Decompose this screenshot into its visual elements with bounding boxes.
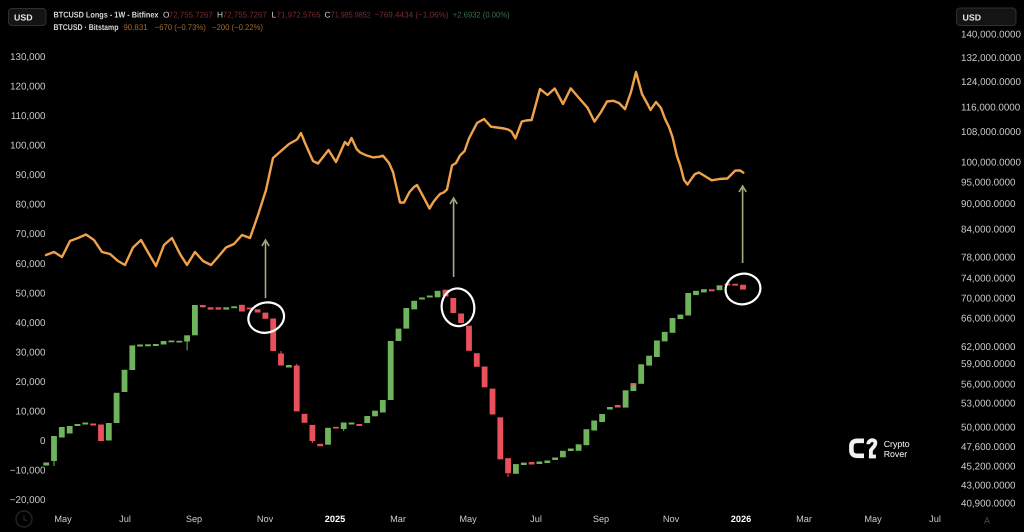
svg-text:84,000.0000: 84,000.0000 [961, 224, 1016, 235]
svg-text:71,985.9852: 71,985.9852 [331, 10, 371, 20]
svg-text:2026: 2026 [731, 514, 751, 524]
svg-text:Sep: Sep [186, 514, 202, 524]
svg-text:108,000.0000: 108,000.0000 [961, 127, 1021, 138]
svg-text:100,000: 100,000 [10, 141, 46, 152]
svg-text:BTCUSD · Bitstamp: BTCUSD · Bitstamp [54, 22, 119, 32]
svg-text:72,755.7267: 72,755.7267 [169, 10, 213, 20]
svg-text:USD: USD [963, 12, 982, 22]
svg-text:−10,000: −10,000 [10, 466, 46, 477]
svg-text:66,000.0000: 66,000.0000 [961, 313, 1016, 324]
svg-text:30,000: 30,000 [16, 347, 47, 358]
svg-text:Nov: Nov [663, 514, 680, 524]
svg-text:20,000: 20,000 [16, 377, 47, 388]
svg-text:47,600.0000: 47,600.0000 [961, 442, 1016, 453]
svg-text:71,972.5765: 71,972.5765 [277, 10, 321, 20]
svg-text:C: C [325, 10, 331, 20]
svg-text:Jul: Jul [119, 514, 131, 524]
svg-text:Rover: Rover [884, 449, 908, 459]
svg-text:45,200.0000: 45,200.0000 [961, 462, 1016, 473]
svg-text:−200 (−0.22%): −200 (−0.22%) [212, 22, 263, 32]
svg-text:H: H [217, 10, 223, 20]
svg-text:USD: USD [14, 12, 33, 22]
svg-text:50,000: 50,000 [16, 288, 47, 299]
svg-text:L: L [272, 10, 277, 20]
svg-text:116,000.0000: 116,000.0000 [961, 102, 1021, 113]
svg-text:May: May [459, 514, 477, 524]
svg-text:90,000.0000: 90,000.0000 [961, 199, 1016, 210]
svg-text:62,000.0000: 62,000.0000 [961, 342, 1016, 353]
svg-text:90,831: 90,831 [123, 22, 148, 32]
svg-text:−670 (−0.73%): −670 (−0.73%) [155, 22, 206, 32]
svg-text:60,000: 60,000 [16, 259, 47, 270]
svg-text:80,000: 80,000 [16, 200, 47, 211]
svg-text:40,000: 40,000 [16, 318, 47, 329]
svg-text:May: May [864, 514, 882, 524]
svg-text:Sep: Sep [593, 514, 609, 524]
svg-text:O: O [163, 10, 170, 20]
svg-text:110,000: 110,000 [11, 111, 46, 122]
svg-text:43,000.0000: 43,000.0000 [961, 480, 1016, 491]
svg-text:56,000.0000: 56,000.0000 [961, 380, 1016, 391]
svg-text:Jul: Jul [929, 514, 941, 524]
svg-text:0: 0 [40, 436, 46, 447]
svg-text:50,000.0000: 50,000.0000 [961, 422, 1016, 433]
svg-text:124,000.0000: 124,000.0000 [961, 77, 1021, 88]
svg-text:140,000.0000: 140,000.0000 [961, 29, 1021, 40]
svg-text:Mar: Mar [390, 514, 406, 524]
svg-text:40,900.0000: 40,900.0000 [961, 499, 1016, 510]
svg-text:72,755.7267: 72,755.7267 [223, 10, 267, 20]
svg-text:BTCUSD Longs - 1W - Bitfinex: BTCUSD Longs - 1W - Bitfinex [54, 10, 159, 20]
svg-text:10,000: 10,000 [16, 407, 47, 418]
svg-text:78,000.0000: 78,000.0000 [961, 252, 1016, 263]
svg-text:Crypto: Crypto [884, 439, 910, 449]
svg-text:59,000.0000: 59,000.0000 [961, 359, 1016, 370]
svg-text:90,000: 90,000 [16, 170, 47, 181]
svg-text:100,000.0000: 100,000.0000 [961, 158, 1021, 169]
svg-text:−769.4434 (−1.06%): −769.4434 (−1.06%) [375, 10, 449, 20]
svg-text:70,000: 70,000 [16, 229, 47, 240]
svg-text:132,000.0000: 132,000.0000 [961, 53, 1021, 64]
svg-text:−20,000: −20,000 [10, 495, 46, 506]
svg-text:53,000.0000: 53,000.0000 [961, 398, 1016, 409]
svg-text:74,000.0000: 74,000.0000 [961, 273, 1016, 284]
svg-text:Jul: Jul [530, 514, 542, 524]
svg-text:+2.6932 (0.00%): +2.6932 (0.00%) [453, 10, 510, 20]
svg-text:May: May [54, 514, 72, 524]
svg-text:Nov: Nov [257, 514, 274, 524]
svg-text:Mar: Mar [796, 514, 812, 524]
svg-text:A: A [984, 516, 990, 526]
svg-text:120,000: 120,000 [10, 82, 46, 93]
svg-text:2025: 2025 [325, 514, 345, 524]
svg-text:95,000.0000: 95,000.0000 [961, 177, 1016, 188]
svg-text:130,000: 130,000 [10, 52, 46, 63]
svg-text:70,000.0000: 70,000.0000 [961, 294, 1016, 305]
